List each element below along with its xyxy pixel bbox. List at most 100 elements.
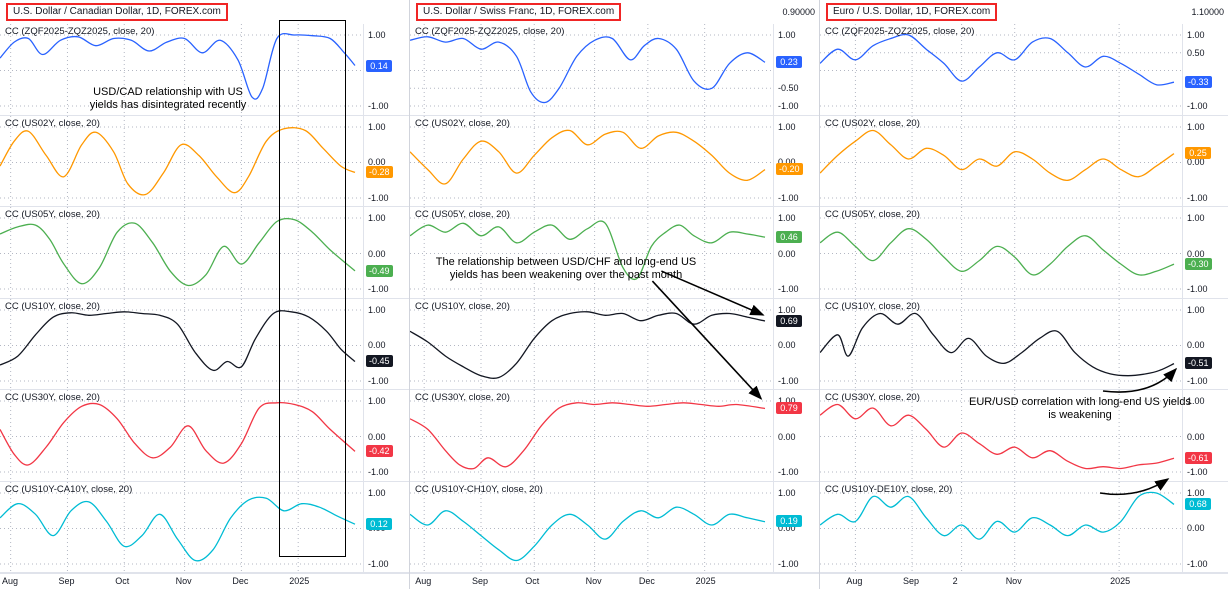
pane-plot-area[interactable]: CC (US02Y, close, 20): [410, 115, 773, 206]
indicator-pane[interactable]: CC (US05Y, close, 20) 1.00 0.00 -1.00 0.46: [410, 207, 819, 299]
indicator-label[interactable]: CC (ZQF2025-ZQZ2025, close, 20): [415, 26, 565, 37]
highlight-rectangle[interactable]: [278, 20, 347, 557]
indicator-label[interactable]: CC (US30Y, close, 20): [415, 392, 510, 403]
indicator-label[interactable]: CC (US10Y-CH10Y, close, 20): [415, 483, 543, 495]
indicator-label[interactable]: CC (US10Y-DE10Y, close, 20): [825, 483, 953, 495]
time-axis[interactable]: Aug Sep 2 Nov 2025: [820, 573, 1228, 589]
pane-plot-area[interactable]: CC (US02Y, close, 20): [0, 115, 363, 206]
pane-price-scale[interactable]: 1.00 0.00 -1.00 -0.51: [1182, 298, 1228, 389]
correlation-series: [0, 497, 355, 561]
pane-price-scale[interactable]: 1.00 0.00 -1.00 0.68: [1182, 481, 1228, 572]
pane-plot-area[interactable]: CC (ZQF2025-ZQZ2025, close, 20): [820, 24, 1182, 115]
correlation-line-chart: [410, 481, 773, 572]
pane-plot-area[interactable]: CC (US05Y, close, 20): [820, 207, 1182, 298]
indicator-pane[interactable]: CC (US10Y-CA10Y, close, 20) 1.000.00-1.00…: [0, 481, 409, 573]
indicator-pane[interactable]: CC (US02Y, close, 20) 1.00 0.00 -1.00 -0.20: [410, 115, 819, 207]
axis-tick-label: -1.00: [368, 375, 389, 386]
indicator-pane[interactable]: CC (ZQF2025-ZQZ2025, close, 20) 1.00 0.50 -…: [820, 24, 1228, 116]
annotation-text[interactable]: The relationship between USD/CHF and lon…: [435, 256, 697, 281]
indicator-pane[interactable]: CC (US02Y, close, 20) 1.00 0.00 -1.00 0.25: [820, 115, 1228, 207]
time-axis[interactable]: Aug Sep Oct Nov Dec 2025: [410, 573, 819, 589]
pane-price-scale[interactable]: 1.00 0.00 -1.00 0.46: [773, 207, 819, 298]
panes: CC (ZQF2025-ZQZ2025, close, 20) 1.00 0.50 -…: [820, 24, 1228, 573]
pane-price-scale[interactable]: 1.00 -0.50 -1.00 0.23: [773, 24, 819, 115]
axis-tick-label: 0.00: [368, 248, 386, 259]
annotation-text[interactable]: USD/CAD relationship with US yields has …: [89, 86, 247, 111]
pane-price-scale[interactable]: 1.00 0.00 -1.00 0.25: [1182, 115, 1228, 206]
correlation-series: [0, 403, 355, 465]
pane-plot-area[interactable]: CC (ZQF2025-ZQZ2025, close, 20): [410, 24, 773, 115]
pane-plot-area[interactable]: CC (US05Y, close, 20): [0, 207, 363, 298]
pane-price-scale[interactable]: 1.00 0.00 -1.00 0.19: [773, 481, 819, 572]
chart-title[interactable]: U.S. Dollar / Swiss Franc, 1D, FOREX.com: [416, 3, 622, 21]
indicator-pane[interactable]: CC (US10Y, close, 20) 1.00 0.00 -1.00 0.69: [410, 298, 819, 390]
indicator-label[interactable]: CC (US05Y, close, 20): [415, 209, 510, 220]
chart-title[interactable]: Euro / U.S. Dollar, 1D, FOREX.com: [826, 3, 998, 21]
pane-plot-area[interactable]: CC (US02Y, close, 20): [820, 115, 1182, 206]
indicator-pane[interactable]: CC (US30Y, close, 20) 1.00 0.00 -1.00 -0.42: [0, 390, 409, 482]
indicator-label[interactable]: CC (US02Y, close, 20): [415, 117, 510, 129]
correlation-series: [410, 507, 765, 560]
annotation-text[interactable]: EUR/USD correlation with long-end US yie…: [969, 396, 1191, 421]
indicator-label[interactable]: CC (US10Y, close, 20): [5, 300, 100, 312]
pane-price-scale[interactable]: 1.00 0.00 -1.00 -0.20: [773, 115, 819, 206]
pane-price-scale[interactable]: 1.00 0.00 -1.00 -0.42: [363, 390, 409, 481]
indicator-label[interactable]: CC (US02Y, close, 20): [825, 117, 920, 129]
indicator-pane[interactable]: CC (ZQF2025-ZQZ2025, close, 20) 1.00 -0.50…: [410, 24, 819, 116]
indicator-pane[interactable]: CC (US10Y, close, 20) 1.00 0.00 -1.00 -0.51: [820, 298, 1228, 390]
indicator-label[interactable]: CC (ZQF2025-ZQZ2025, close, 20): [825, 26, 975, 37]
axis-tick-label: 1.00: [778, 304, 796, 315]
axis-tick-label: -1.00: [368, 101, 389, 111]
indicator-pane[interactable]: CC (ZQF2025-ZQZ2025, close, 20) 1.00 -1.00…: [0, 24, 409, 116]
indicator-label[interactable]: CC (US10Y, close, 20): [825, 300, 920, 312]
pane-price-scale[interactable]: 1.00 0.50 -1.00 -0.33: [1182, 24, 1228, 115]
time-axis-label: Aug: [2, 576, 19, 586]
last-value-badge: -0.61: [1185, 452, 1212, 465]
last-value-badge: -0.33: [1185, 76, 1212, 89]
indicator-label[interactable]: CC (US10Y, close, 20): [415, 300, 510, 312]
indicator-label[interactable]: CC (US02Y, close, 20): [5, 117, 100, 129]
pane-plot-area[interactable]: CC (US30Y, close, 20): [820, 390, 1182, 481]
pane-plot-area[interactable]: CC (US10Y, close, 20): [410, 298, 773, 389]
pane-price-scale[interactable]: 1.00 0.00 -1.00 -0.28: [363, 115, 409, 206]
pane-plot-area[interactable]: CC (US10Y-CH10Y, close, 20): [410, 481, 773, 572]
indicator-pane[interactable]: CC (US10Y, close, 20) 1.00 0.00 -1.00 -0.45: [0, 298, 409, 390]
indicator-pane[interactable]: CC (US10Y-CH10Y, close, 20) 1.00 0.00 -1.00…: [410, 481, 819, 573]
pane-price-scale[interactable]: 1.00 0.00 -1.00 -0.30: [1182, 207, 1228, 298]
pane-plot-area[interactable]: CC (US05Y, close, 20): [410, 207, 773, 298]
indicator-pane[interactable]: CC (US30Y, close, 20) 1.00 0.00 -1.00 -0.61: [820, 390, 1228, 482]
indicator-label[interactable]: CC (US05Y, close, 20): [5, 209, 100, 220]
pane-price-scale[interactable]: 1.00 0.00 -1.00 -0.61: [1182, 390, 1228, 481]
pane-plot-area[interactable]: CC (US10Y, close, 20): [820, 298, 1182, 389]
axis-tick-label: 1.00: [368, 304, 386, 315]
pane-price-scale[interactable]: 1.00 0.00 -1.00 -0.45: [363, 298, 409, 389]
indicator-pane[interactable]: CC (US05Y, close, 20) 1.00 0.00 -1.00 -0.49: [0, 207, 409, 299]
axis-tick-label: -1.00: [778, 284, 799, 294]
axis-tick-label: 0.00: [778, 523, 796, 533]
indicator-pane[interactable]: CC (US02Y, close, 20) 1.00 0.00 -1.00 -0.28: [0, 115, 409, 207]
indicator-pane[interactable]: CC (US10Y-DE10Y, close, 20) 1.00 0.00 -1.00…: [820, 481, 1228, 573]
time-axis[interactable]: Aug Sep Oct Nov Dec 2025: [0, 573, 409, 589]
indicator-pane[interactable]: CC (US05Y, close, 20) 1.00 0.00 -1.00 -0.30: [820, 207, 1228, 299]
pane-price-scale[interactable]: 1.00 0.00 -1.00 -0.49: [363, 207, 409, 298]
indicator-label[interactable]: CC (ZQF2025-ZQZ2025, close, 20): [5, 26, 155, 37]
pane-plot-area[interactable]: CC (ZQF2025-ZQZ2025, close, 20): [0, 24, 363, 115]
indicator-label[interactable]: CC (US10Y-CA10Y, close, 20): [5, 483, 133, 495]
pane-plot-area[interactable]: CC (US10Y-DE10Y, close, 20): [820, 481, 1182, 572]
indicator-label[interactable]: CC (US30Y, close, 20): [825, 392, 920, 403]
pane-price-scale[interactable]: 1.00 0.00 -1.00 0.69: [773, 298, 819, 389]
pane-plot-area[interactable]: CC (US10Y, close, 20): [0, 298, 363, 389]
pane-price-scale[interactable]: 1.000.00-1.000.12: [363, 481, 409, 572]
indicator-label[interactable]: CC (US30Y, close, 20): [5, 392, 100, 403]
pane-plot-area[interactable]: CC (US30Y, close, 20): [0, 390, 363, 481]
pane-plot-area[interactable]: CC (US10Y-CA10Y, close, 20): [0, 481, 363, 572]
pane-price-scale[interactable]: 1.00 -1.00 0.14: [363, 24, 409, 115]
chart-eurusd: Euro / U.S. Dollar, 1D, FOREX.com 1.1000…: [820, 0, 1228, 589]
pane-plot-area[interactable]: CC (US30Y, close, 20): [410, 390, 773, 481]
axis-tick-label: 1.00: [778, 121, 796, 132]
chart-title[interactable]: U.S. Dollar / Canadian Dollar, 1D, FOREX…: [6, 3, 228, 21]
indicator-label[interactable]: CC (US05Y, close, 20): [825, 209, 920, 220]
pane-price-scale[interactable]: 1.00 0.00 -1.00 0.79: [773, 390, 819, 481]
indicator-pane[interactable]: CC (US30Y, close, 20) 1.00 0.00 -1.00 0.79: [410, 390, 819, 482]
